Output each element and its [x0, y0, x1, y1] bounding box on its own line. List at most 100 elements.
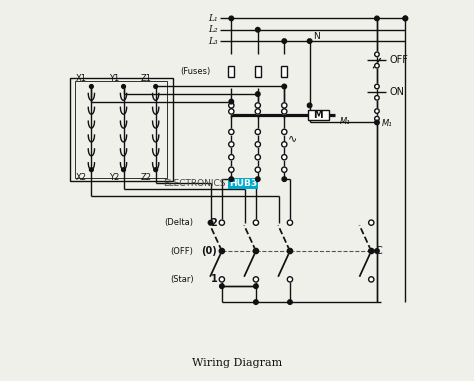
Circle shape — [228, 129, 234, 134]
Circle shape — [403, 16, 408, 21]
Bar — [70, 78, 173, 181]
Bar — [75, 81, 167, 178]
Circle shape — [374, 116, 379, 121]
Text: C: C — [376, 246, 383, 256]
Text: Y2: Y2 — [109, 173, 119, 182]
Circle shape — [282, 177, 287, 181]
Text: (OFF): (OFF) — [171, 247, 193, 256]
Circle shape — [253, 220, 258, 225]
Circle shape — [229, 16, 234, 21]
Circle shape — [374, 249, 379, 253]
Circle shape — [255, 92, 260, 96]
Circle shape — [287, 277, 292, 282]
Bar — [255, 66, 261, 77]
Text: L₁: L₁ — [209, 14, 218, 23]
Circle shape — [228, 109, 234, 114]
Circle shape — [228, 167, 234, 172]
Text: 2: 2 — [210, 218, 218, 228]
Circle shape — [254, 284, 258, 288]
Text: ∿: ∿ — [288, 133, 298, 143]
Circle shape — [288, 249, 292, 253]
Text: L₂: L₂ — [209, 25, 218, 34]
Text: ON: ON — [389, 87, 404, 97]
Text: (Fuses): (Fuses) — [180, 67, 210, 76]
Circle shape — [208, 220, 213, 225]
Circle shape — [403, 16, 408, 21]
Circle shape — [255, 103, 260, 108]
Circle shape — [219, 277, 225, 282]
Circle shape — [154, 85, 157, 88]
Circle shape — [219, 284, 224, 288]
Text: 1: 1 — [210, 274, 218, 284]
Bar — [308, 110, 328, 120]
Text: (Star): (Star) — [170, 275, 193, 284]
Text: M₁: M₁ — [382, 118, 392, 128]
Text: Z1: Z1 — [140, 74, 151, 83]
Circle shape — [288, 300, 292, 304]
Text: (0): (0) — [201, 246, 218, 256]
Circle shape — [122, 85, 126, 88]
Text: Y1: Y1 — [109, 74, 119, 83]
Text: (Delta): (Delta) — [164, 218, 193, 227]
Circle shape — [374, 63, 379, 68]
Circle shape — [282, 142, 287, 147]
Circle shape — [220, 249, 224, 253]
Circle shape — [307, 103, 312, 108]
Text: M: M — [313, 110, 323, 120]
Circle shape — [254, 249, 258, 253]
Circle shape — [154, 168, 157, 171]
Circle shape — [374, 84, 379, 89]
Circle shape — [287, 248, 292, 254]
Circle shape — [90, 85, 93, 88]
Circle shape — [122, 168, 126, 171]
Circle shape — [255, 27, 260, 32]
Circle shape — [219, 220, 225, 225]
Circle shape — [282, 129, 287, 134]
Circle shape — [228, 155, 234, 160]
Circle shape — [253, 277, 258, 282]
Circle shape — [254, 300, 258, 304]
Circle shape — [369, 220, 374, 225]
Circle shape — [369, 248, 374, 254]
Circle shape — [255, 142, 260, 147]
Text: N: N — [313, 32, 319, 41]
Circle shape — [255, 129, 260, 134]
Circle shape — [255, 167, 260, 172]
Text: X1: X1 — [76, 74, 87, 83]
Text: ELECTRONICS: ELECTRONICS — [163, 179, 226, 188]
Text: M₁: M₁ — [340, 117, 350, 126]
Circle shape — [90, 168, 93, 171]
Circle shape — [282, 155, 287, 160]
Circle shape — [374, 96, 379, 100]
Bar — [281, 66, 287, 77]
Circle shape — [228, 142, 234, 147]
Circle shape — [307, 39, 312, 43]
Circle shape — [253, 248, 258, 254]
Text: L₃: L₃ — [209, 37, 218, 46]
Circle shape — [228, 103, 234, 108]
Circle shape — [229, 99, 234, 104]
Circle shape — [374, 109, 379, 113]
Circle shape — [255, 155, 260, 160]
Text: X2: X2 — [76, 173, 87, 182]
Circle shape — [255, 109, 260, 114]
Circle shape — [374, 52, 379, 57]
Circle shape — [374, 120, 379, 125]
Bar — [228, 66, 234, 77]
Circle shape — [282, 103, 287, 108]
Circle shape — [282, 109, 287, 114]
Circle shape — [287, 220, 292, 225]
Text: Wiring Diagram: Wiring Diagram — [192, 358, 282, 368]
Circle shape — [369, 249, 373, 253]
Circle shape — [229, 177, 234, 181]
Circle shape — [219, 248, 225, 254]
Circle shape — [369, 277, 374, 282]
Circle shape — [255, 177, 260, 181]
Circle shape — [374, 16, 379, 21]
Circle shape — [282, 167, 287, 172]
Text: OFF: OFF — [389, 55, 408, 65]
Circle shape — [282, 39, 287, 43]
Text: HUB3: HUB3 — [228, 179, 257, 188]
Text: Z2: Z2 — [140, 173, 151, 182]
Circle shape — [282, 84, 287, 89]
